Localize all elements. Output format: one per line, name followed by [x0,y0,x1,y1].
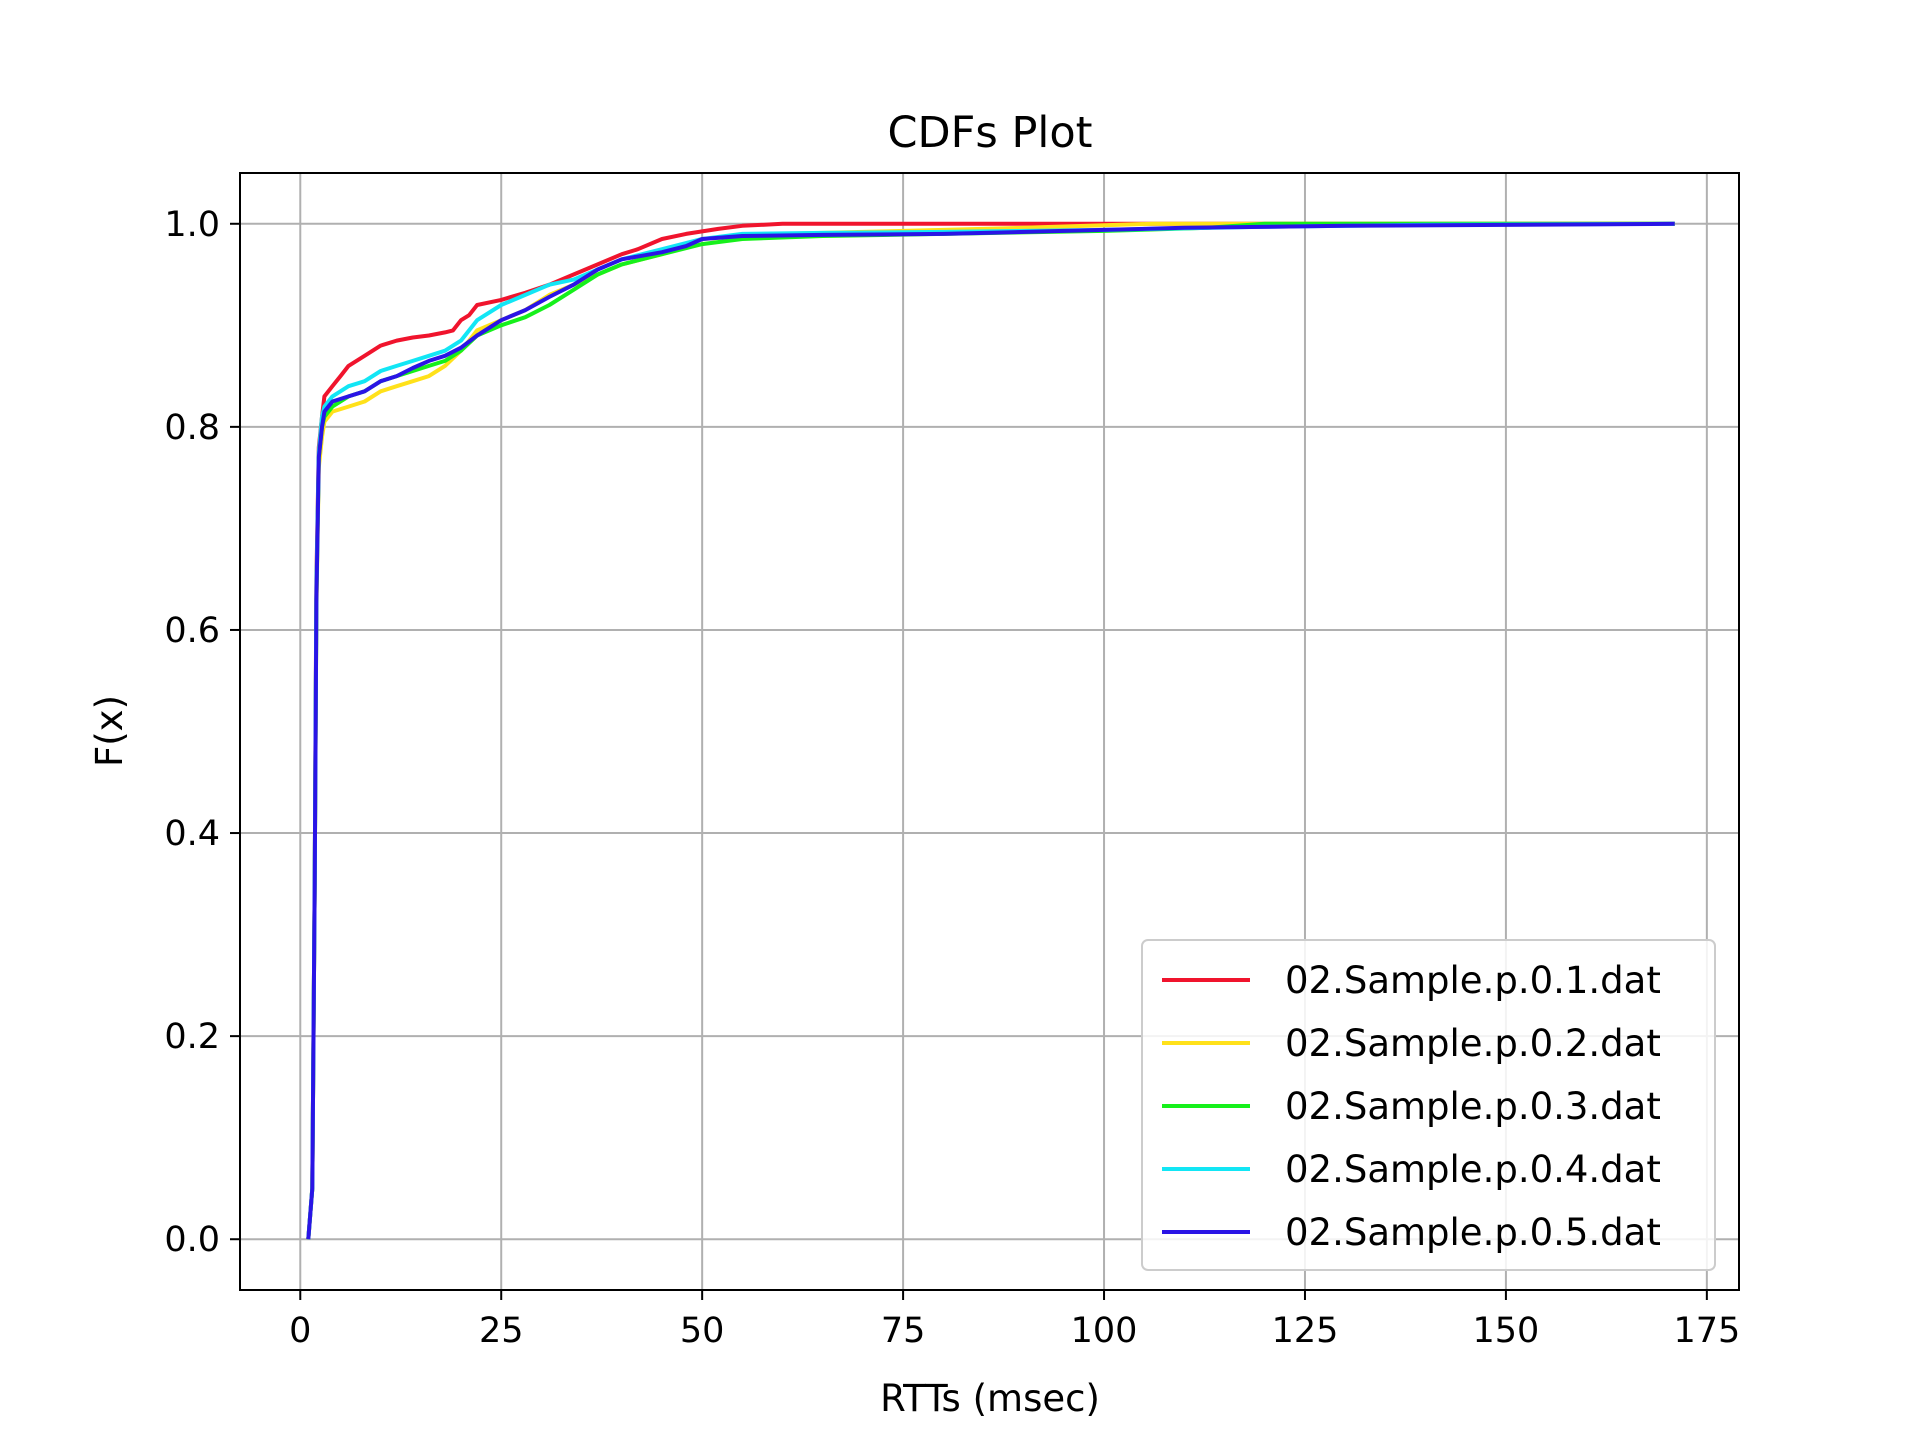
y-tick-label: 0.0 [164,1220,220,1260]
y-tick-label: 0.6 [164,611,220,651]
legend-label-2: 02.Sample.p.0.2.dat [1285,1022,1661,1065]
x-tick-label: 25 [479,1311,524,1351]
y-tick-label: 0.4 [164,814,220,854]
legend: 02.Sample.p.0.1.dat 02.Sample.p.0.2.dat 02… [1141,939,1716,1271]
series-lines [306,221,1675,1240]
x-tick-label: 50 [680,1311,725,1351]
ticks: 0 25 50 75 100 125 150 175 0.0 0.2 0.4 0.6 0.8 1.0 [164,205,1740,1351]
y-tick-label: 1.0 [164,205,220,245]
legend-label-3: 02.Sample.p.0.3.dat [1285,1085,1661,1128]
x-tick-label: 150 [1473,1311,1540,1351]
y-tick-label: 0.8 [164,408,220,448]
x-tick-label: 75 [881,1311,926,1351]
y-axis-title: F(x) [88,695,131,767]
legend-label-1: 02.Sample.p.0.1.dat [1285,959,1661,1002]
legend-box [1141,939,1716,1271]
plot-frame [239,172,1740,1291]
legend-label-5: 02.Sample.p.0.5.dat [1285,1211,1661,1254]
x-tick-label: 125 [1272,1311,1339,1351]
x-tick-label: 0 [289,1311,311,1351]
legend-label-4: 02.Sample.p.0.4.dat [1285,1148,1661,1191]
x-tick-label: 100 [1071,1311,1138,1351]
x-axis-title: RTTs (msec) [880,1377,1100,1420]
x-tick-label: 175 [1673,1311,1740,1351]
chart-title: CDFs Plot [888,108,1093,158]
y-tick-label: 0.2 [164,1017,220,1057]
series-line-5 [306,221,1675,1240]
